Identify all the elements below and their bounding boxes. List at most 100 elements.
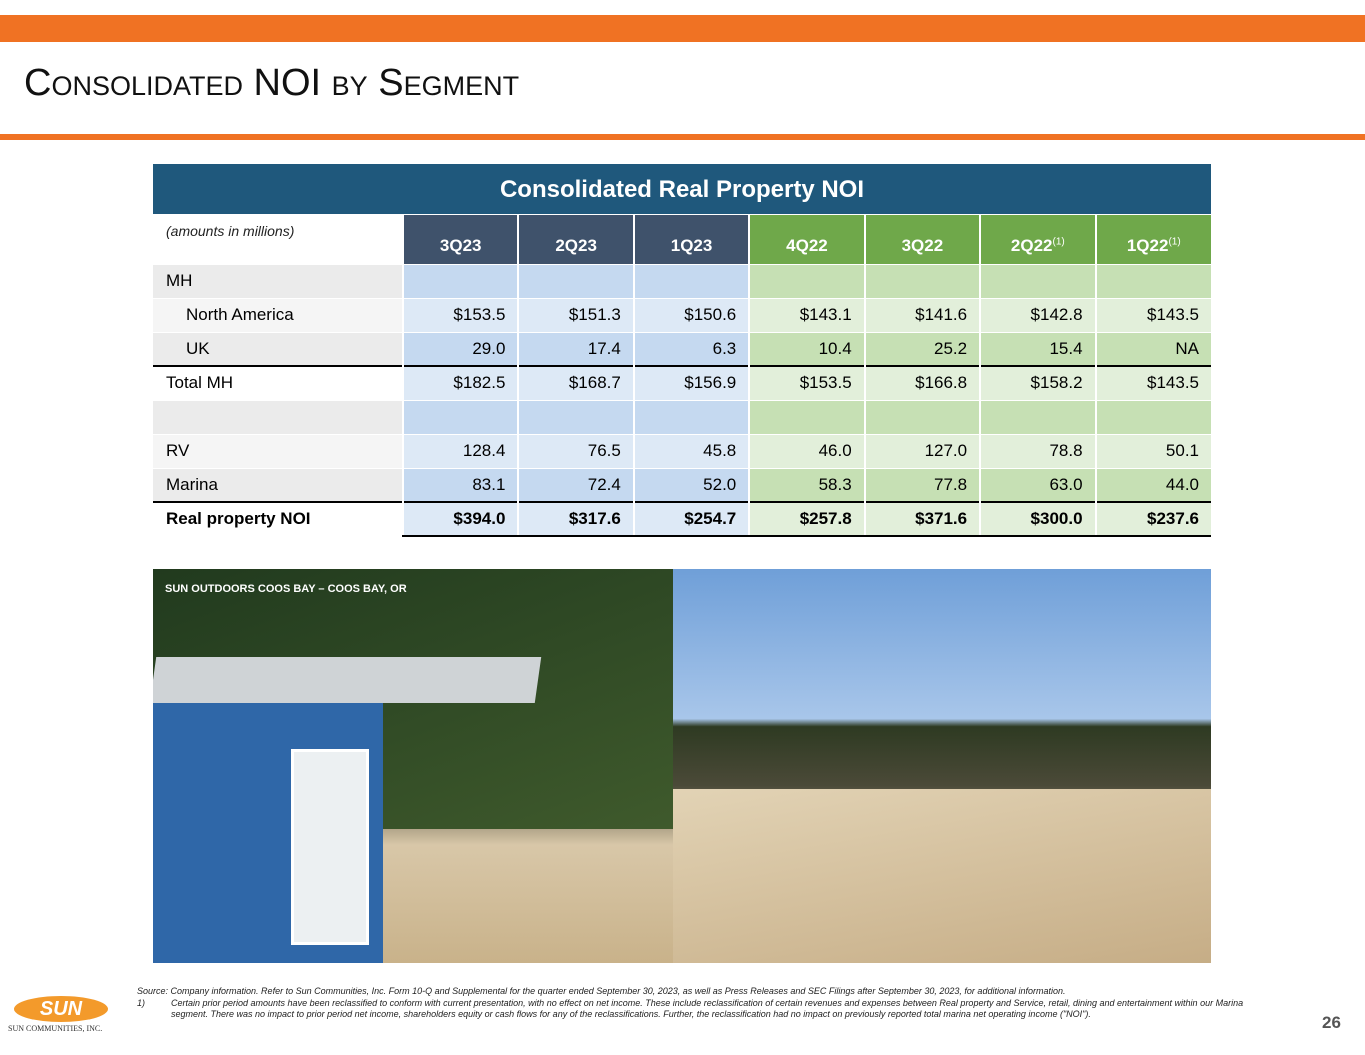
- cell-value: 45.8: [703, 441, 737, 460]
- cell: 83.1: [401, 468, 519, 503]
- cell: [401, 400, 519, 435]
- cell: 29.0: [401, 332, 519, 367]
- cell: 45.8: [632, 434, 750, 469]
- cell-value: 6.3: [712, 338, 737, 358]
- footnote-marker: 1): [137, 998, 146, 1008]
- cell: 25.2: [863, 332, 981, 367]
- cell: $394.0: [401, 501, 519, 537]
- cell-value: 128.4: [462, 441, 506, 460]
- cell: [979, 400, 1096, 435]
- table-row: MH: [153, 264, 1211, 299]
- cell-value: $143.5: [1147, 373, 1199, 393]
- column-label: 2Q22: [1010, 235, 1053, 255]
- table-row: North America $153.5 $151.3 $150.6 $143.1 $14…: [153, 298, 1211, 333]
- title-rule: [0, 134, 1365, 140]
- cell-value: 78.8: [1049, 441, 1083, 460]
- cell: [979, 264, 1096, 299]
- row-label-text: Real property NOI: [166, 509, 311, 529]
- cell-value: $317.6: [568, 509, 621, 528]
- column-header: 2Q22(1): [979, 215, 1096, 265]
- cell-value: $150.6: [684, 305, 737, 324]
- cell: $237.6: [1094, 501, 1211, 537]
- cell-value: 15.4: [1049, 338, 1083, 358]
- company-name: SUN COMMUNITIES, INC.: [8, 1024, 103, 1033]
- cell: 17.4: [517, 332, 634, 367]
- table-row: Marina 83.1 72.4 52.0 58.3 77.8 63.0 44.0: [153, 468, 1211, 503]
- cell: $257.8: [748, 501, 865, 537]
- column-label: 4Q22: [786, 235, 828, 255]
- cell: 10.4: [748, 332, 865, 367]
- cell-value: $300.0: [1030, 509, 1083, 528]
- cell-value: $254.7: [684, 509, 737, 528]
- cell-value: $153.5: [453, 305, 506, 324]
- cell-value: $153.5: [799, 373, 852, 393]
- row-label: Marina: [153, 468, 403, 503]
- cell: $142.8: [979, 298, 1096, 333]
- column-header: 3Q22: [863, 215, 981, 265]
- table-row: [153, 400, 1211, 435]
- cell: 52.0: [632, 468, 750, 503]
- table-title: Consolidated Real Property NOI: [153, 164, 1211, 214]
- cell: [863, 264, 981, 299]
- cell-value: 76.5: [587, 441, 621, 460]
- cell: 58.3: [748, 468, 865, 503]
- cell: $143.1: [748, 298, 865, 333]
- door: [291, 749, 369, 945]
- cell-value: $143.1: [799, 305, 852, 324]
- footnote-ref: (1): [1052, 235, 1065, 247]
- table-row: Real property NOI $394.0 $317.6 $254.7 $257.…: [153, 501, 1211, 537]
- cell: $153.5: [748, 365, 865, 401]
- cell: $166.8: [863, 365, 981, 401]
- column-label: 2Q23: [555, 235, 597, 255]
- cell: 63.0: [979, 468, 1096, 503]
- column-label: 1Q23: [670, 235, 713, 255]
- cell: $182.5: [401, 365, 519, 401]
- cell: [517, 400, 634, 435]
- cell: [863, 400, 981, 435]
- cell-value: 127.0: [924, 441, 968, 460]
- cell: $143.5: [1094, 298, 1211, 333]
- row-label-text: UK: [186, 338, 210, 358]
- top-bar: [0, 15, 1365, 42]
- cell: 44.0: [1094, 468, 1211, 503]
- row-label-text: North America: [186, 305, 294, 324]
- cell: [632, 400, 750, 435]
- cell-value: 52.0: [703, 474, 737, 494]
- row-label: UK: [153, 332, 403, 367]
- cell: 15.4: [979, 332, 1096, 367]
- cell-value: $166.8: [915, 373, 968, 393]
- column-header: 1Q23: [632, 215, 750, 265]
- column-header: 3Q23: [401, 215, 519, 265]
- cell: 128.4: [401, 434, 519, 469]
- table-row: UK 29.0 17.4 6.3 10.4 25.2 15.4 NA: [153, 332, 1211, 367]
- cell: 76.5: [517, 434, 634, 469]
- roof: [153, 657, 542, 703]
- column-label: 3Q23: [439, 235, 482, 255]
- cell: [748, 264, 865, 299]
- photo-caption: SUN OUTDOORS COOS BAY – COOS BAY, OR: [165, 583, 407, 595]
- cell: [1094, 264, 1211, 299]
- cell: 72.4: [517, 468, 634, 503]
- cell: $153.5: [401, 298, 519, 333]
- cell-value: $156.9: [684, 373, 737, 393]
- cell: $254.7: [632, 501, 750, 537]
- cell-value: NA: [1175, 338, 1199, 358]
- cell: $300.0: [979, 501, 1096, 537]
- cell: [1094, 400, 1211, 435]
- cell-value: 50.1: [1165, 441, 1199, 460]
- cell: 50.1: [1094, 434, 1211, 469]
- cell: [517, 264, 634, 299]
- column-header: 1Q22(1): [1094, 215, 1211, 265]
- cell: 127.0: [863, 434, 981, 469]
- column-header-row: (amounts in millions) 3Q23 2Q23 1Q23 4Q22 3Q2…: [153, 215, 1211, 265]
- cell-value: 63.0: [1049, 474, 1083, 494]
- cell-value: 83.1: [472, 474, 506, 494]
- row-label: [153, 400, 403, 435]
- row-label: MH: [153, 264, 403, 299]
- cell: $168.7: [517, 365, 634, 401]
- cell: $371.6: [863, 501, 981, 537]
- row-label-text: Marina: [166, 474, 218, 494]
- row-label-text: Total MH: [166, 373, 234, 393]
- cell: 78.8: [979, 434, 1096, 469]
- row-label: RV: [153, 434, 403, 469]
